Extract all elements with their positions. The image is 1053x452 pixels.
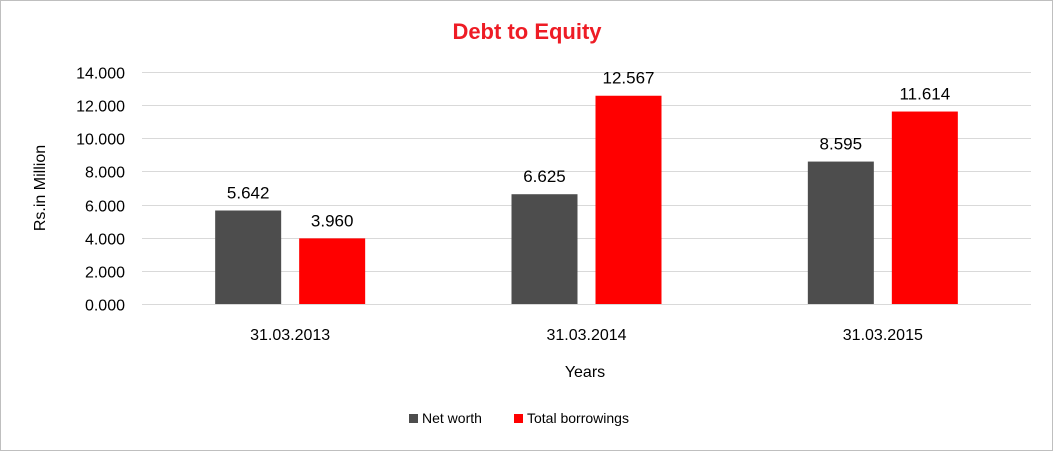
legend-label: Total borrowings <box>527 410 629 426</box>
y-tick-label: 0.000 <box>85 298 125 315</box>
y-axis-title: Rs.in Million <box>32 145 49 231</box>
y-tick-label: 12.000 <box>76 99 125 116</box>
x-tick-label: 31.03.2015 <box>843 327 923 344</box>
gridlines <box>142 72 1031 305</box>
data-label: 3.960 <box>311 211 354 230</box>
bar-net-worth-31.03.2014 <box>511 194 578 304</box>
x-tick-label: 31.03.2013 <box>250 327 330 344</box>
data-label: 6.625 <box>523 167 566 186</box>
bar-total-borrowings-31.03.2014 <box>595 95 662 304</box>
y-tick-label: 4.000 <box>85 232 125 249</box>
x-tick-label: 31.03.2014 <box>546 327 626 344</box>
data-label: 12.567 <box>603 69 655 88</box>
bar-total-borrowings-31.03.2013 <box>299 238 366 304</box>
legend: Net worth Total borrowings <box>409 410 629 426</box>
y-tick-label: 2.000 <box>85 265 125 282</box>
bar-total-borrowings-31.03.2015 <box>891 111 958 304</box>
y-tick-label: 14.000 <box>76 66 125 83</box>
x-axis-tick-labels: 31.03.2013 31.03.2014 31.03.2015 <box>250 327 923 344</box>
data-labels: 5.642 3.960 6.625 12.567 8.595 11.614 <box>227 69 950 231</box>
data-label: 11.614 <box>899 85 950 104</box>
y-axis-tick-labels: 0.000 2.000 4.000 6.000 8.000 10.000 12.000 14.… <box>76 66 125 315</box>
y-tick-label: 6.000 <box>85 199 125 216</box>
legend-swatch <box>514 414 523 423</box>
bar-net-worth-31.03.2013 <box>215 210 282 304</box>
data-label: 8.595 <box>820 135 863 154</box>
bars <box>215 95 958 304</box>
x-axis-title: Years <box>565 364 605 381</box>
y-tick-label: 10.000 <box>76 132 125 149</box>
legend-label: Net worth <box>422 410 482 426</box>
bar-net-worth-31.03.2015 <box>807 161 874 304</box>
data-label: 5.642 <box>227 184 270 203</box>
legend-swatch <box>409 414 418 423</box>
y-tick-label: 8.000 <box>85 165 125 182</box>
chart-title: Debt to Equity <box>452 19 602 44</box>
